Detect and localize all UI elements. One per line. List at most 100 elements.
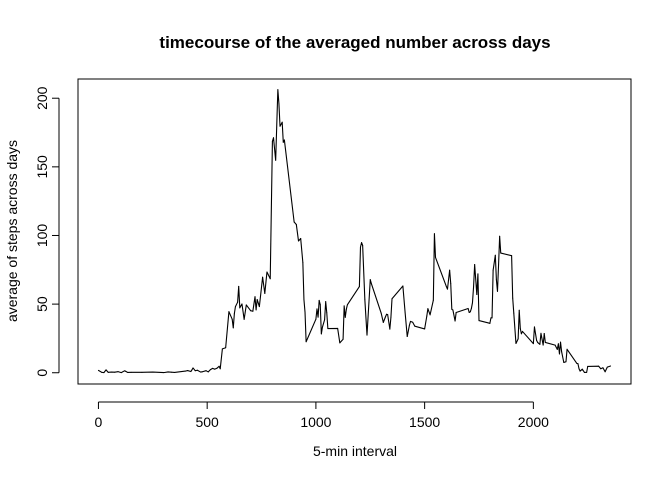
data-point: [519, 328, 521, 330]
data-point: [196, 369, 198, 371]
data-point: [610, 365, 612, 367]
data-point: [533, 326, 535, 328]
data-point: [476, 294, 478, 295]
x-tick-label: 0: [95, 414, 103, 430]
data-point: [429, 314, 431, 316]
data-point: [200, 371, 202, 373]
data-point: [380, 312, 382, 314]
data-point: [387, 314, 389, 316]
data-point: [389, 328, 391, 330]
data-point: [324, 319, 326, 321]
data-point: [321, 326, 323, 328]
data-point: [320, 333, 322, 335]
data-point: [255, 309, 257, 311]
data-point: [218, 365, 220, 367]
y-tick-label: 150: [34, 155, 50, 179]
data-point: [539, 343, 541, 345]
data-point: [130, 371, 132, 373]
data-point: [520, 333, 522, 335]
data-point: [600, 368, 602, 370]
data-point: [554, 344, 556, 346]
y-axis: 0 50 100 150 200: [34, 86, 60, 377]
data-point: [576, 362, 578, 364]
data-point: [581, 368, 583, 370]
data-point: [406, 336, 408, 338]
data-point: [316, 308, 318, 310]
data-point: [489, 322, 491, 324]
data-point: [386, 313, 388, 315]
data-point: [560, 341, 562, 343]
data-point: [451, 308, 453, 310]
data-point: [264, 292, 266, 294]
data-point: [449, 269, 451, 271]
data-point: [232, 327, 234, 329]
data-point: [521, 330, 523, 332]
data-point: [426, 315, 428, 317]
data-point: [170, 371, 172, 373]
data-point: [513, 312, 515, 314]
data-point: [225, 347, 227, 349]
data-point: [473, 286, 475, 288]
data-point: [566, 348, 568, 350]
y-tick-label: 0: [34, 369, 50, 377]
x-tick-label: 2000: [518, 414, 549, 430]
data-point: [404, 311, 406, 313]
data-point: [391, 298, 393, 300]
data-point: [233, 313, 235, 315]
data-point: [205, 370, 207, 372]
data-point: [209, 369, 211, 371]
data-point: [536, 339, 538, 341]
data-point: [221, 348, 223, 350]
data-point: [587, 365, 589, 367]
data-point: [433, 233, 435, 235]
y-tick-label: 100: [34, 224, 50, 248]
data-point: [474, 264, 476, 266]
x-axis: 0 500 1000 1500 2000: [95, 401, 549, 430]
data-point: [370, 283, 372, 285]
data-points: [97, 89, 612, 374]
data-point: [515, 343, 517, 345]
data-point: [454, 320, 456, 322]
chart-title: timecourse of the averaged number across…: [159, 33, 550, 52]
data-point: [305, 341, 307, 343]
data-point: [250, 310, 252, 312]
data-point: [517, 338, 519, 340]
data-point: [579, 370, 581, 372]
data-point: [190, 371, 192, 373]
data-point: [317, 316, 319, 318]
data-point: [435, 256, 436, 258]
data-point: [499, 235, 501, 237]
data-point: [491, 317, 493, 319]
data-point: [384, 316, 386, 318]
data-point: [163, 372, 165, 374]
data-point: [174, 371, 176, 373]
data-point: [269, 278, 271, 280]
data-point: [325, 301, 327, 303]
plot-frame: [77, 78, 632, 385]
data-point: [402, 285, 404, 287]
data-point: [326, 312, 328, 314]
data-point: [471, 302, 473, 304]
data-point: [578, 368, 580, 370]
data-point: [283, 139, 285, 141]
data-point: [184, 370, 186, 372]
data-point: [361, 242, 363, 244]
data-point: [602, 367, 604, 369]
data-point: [532, 343, 534, 345]
data-point: [558, 353, 560, 355]
data-point: [327, 328, 329, 330]
data-point: [167, 371, 169, 373]
x-tick-label: 1000: [300, 414, 331, 430]
data-point: [110, 371, 112, 373]
data-point: [293, 221, 295, 223]
data-point: [97, 369, 99, 371]
data-point: [561, 351, 563, 353]
data-point: [124, 370, 126, 372]
data-point: [125, 370, 127, 372]
data-point: [117, 371, 119, 373]
data-point: [105, 369, 107, 371]
y-tick-label: 200: [34, 86, 50, 110]
data-point: [101, 371, 103, 373]
data-point: [345, 308, 347, 310]
